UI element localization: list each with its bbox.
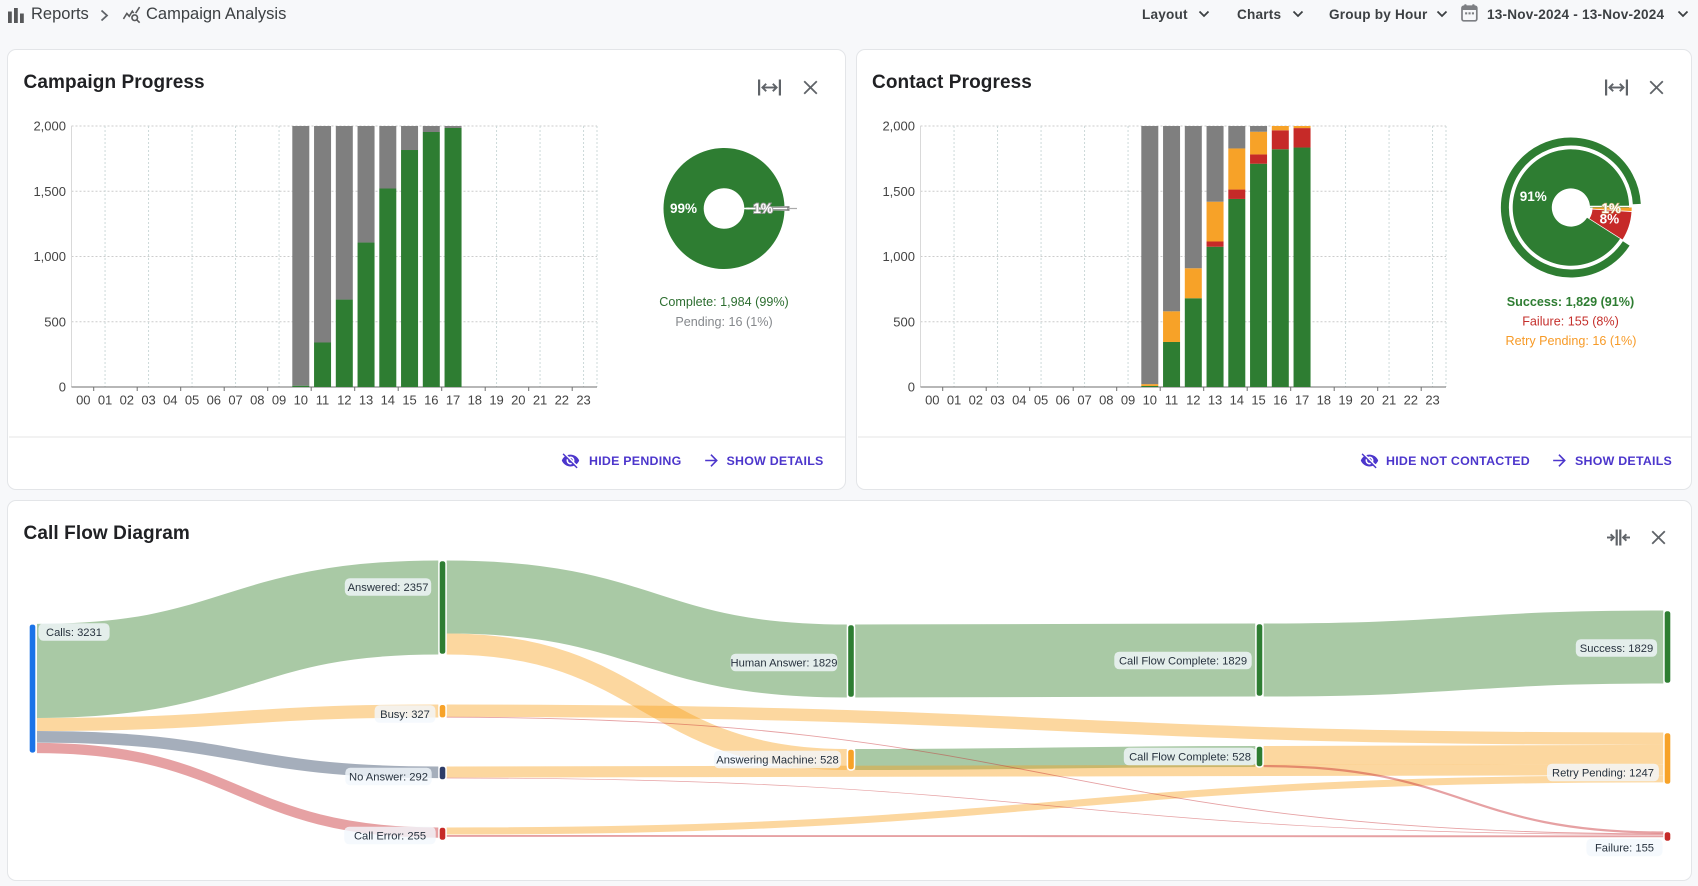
svg-text:08: 08 <box>250 393 264 408</box>
svg-text:20: 20 <box>1360 393 1374 408</box>
svg-text:13: 13 <box>1207 393 1221 408</box>
svg-text:02: 02 <box>968 393 982 408</box>
svg-text:14: 14 <box>381 393 395 408</box>
svg-text:Busy: 327: Busy: 327 <box>380 708 430 720</box>
svg-text:Retry Pending: 16 (1%): Retry Pending: 16 (1%) <box>1505 334 1636 348</box>
svg-text:10: 10 <box>1142 393 1156 408</box>
svg-text:91%: 91% <box>1519 189 1546 204</box>
svg-text:07: 07 <box>228 393 242 408</box>
svg-text:14: 14 <box>1229 393 1243 408</box>
svg-text:01: 01 <box>98 393 112 408</box>
svg-text:21: 21 <box>533 393 547 408</box>
svg-text:Retry Pending: 1247: Retry Pending: 1247 <box>1552 767 1654 779</box>
svg-text:17: 17 <box>446 393 460 408</box>
svg-text:13: 13 <box>359 393 373 408</box>
svg-text:04: 04 <box>163 393 177 408</box>
svg-text:Call Flow Complete: 1829: Call Flow Complete: 1829 <box>1119 655 1247 667</box>
svg-text:00: 00 <box>925 393 939 408</box>
svg-text:16: 16 <box>424 393 438 408</box>
svg-text:500: 500 <box>44 314 66 329</box>
svg-text:21: 21 <box>1381 393 1395 408</box>
svg-text:99%: 99% <box>670 201 697 216</box>
svg-text:11: 11 <box>316 393 330 408</box>
svg-text:Pending: 16 (1%): Pending: 16 (1%) <box>675 315 772 329</box>
svg-text:1%: 1% <box>753 201 773 216</box>
svg-text:09: 09 <box>272 393 286 408</box>
svg-text:2,000: 2,000 <box>33 119 66 134</box>
svg-text:15: 15 <box>1251 393 1265 408</box>
svg-text:23: 23 <box>1425 393 1439 408</box>
svg-text:1,000: 1,000 <box>882 249 915 264</box>
svg-text:02: 02 <box>120 393 134 408</box>
svg-text:8%: 8% <box>1599 211 1619 226</box>
svg-text:05: 05 <box>185 393 199 408</box>
svg-text:1,000: 1,000 <box>33 249 66 264</box>
svg-text:16: 16 <box>1273 393 1287 408</box>
svg-text:08: 08 <box>1099 393 1113 408</box>
svg-text:12: 12 <box>337 393 351 408</box>
svg-text:Complete: 1,984 (99%): Complete: 1,984 (99%) <box>659 295 789 309</box>
svg-text:No Answer: 292: No Answer: 292 <box>349 771 428 783</box>
svg-text:Answered: 2357: Answered: 2357 <box>348 581 429 593</box>
svg-text:Success: 1,829 (91%): Success: 1,829 (91%) <box>1506 295 1633 309</box>
svg-text:04: 04 <box>1012 393 1026 408</box>
svg-text:22: 22 <box>555 393 569 408</box>
svg-text:07: 07 <box>1077 393 1091 408</box>
svg-text:22: 22 <box>1403 393 1417 408</box>
svg-text:06: 06 <box>1055 393 1069 408</box>
svg-text:15: 15 <box>402 393 416 408</box>
svg-text:1,500: 1,500 <box>33 184 66 199</box>
svg-text:18: 18 <box>468 393 482 408</box>
svg-text:Failure: 155 (8%): Failure: 155 (8%) <box>1522 314 1619 328</box>
svg-text:Call Flow Complete: 528: Call Flow Complete: 528 <box>1129 751 1251 763</box>
svg-text:17: 17 <box>1294 393 1308 408</box>
svg-text:19: 19 <box>1338 393 1352 408</box>
svg-text:1,500: 1,500 <box>882 184 915 199</box>
svg-text:18: 18 <box>1316 393 1330 408</box>
svg-text:19: 19 <box>489 393 503 408</box>
svg-text:06: 06 <box>207 393 221 408</box>
svg-text:2,000: 2,000 <box>882 119 915 134</box>
svg-text:05: 05 <box>1033 393 1047 408</box>
svg-text:03: 03 <box>990 393 1004 408</box>
svg-text:20: 20 <box>511 393 525 408</box>
svg-text:11: 11 <box>1164 393 1178 408</box>
svg-text:500: 500 <box>893 314 915 329</box>
svg-text:Success: 1829: Success: 1829 <box>1580 642 1653 654</box>
svg-text:23: 23 <box>576 393 590 408</box>
svg-text:03: 03 <box>141 393 155 408</box>
svg-text:Answering Machine: 528: Answering Machine: 528 <box>716 754 839 766</box>
svg-text:Call Error: 255: Call Error: 255 <box>354 830 426 842</box>
svg-text:Failure: 155: Failure: 155 <box>1595 842 1654 854</box>
svg-text:10: 10 <box>294 393 308 408</box>
svg-text:1%: 1% <box>1601 201 1621 216</box>
svg-text:0: 0 <box>907 380 914 395</box>
svg-text:09: 09 <box>1120 393 1134 408</box>
svg-text:0: 0 <box>59 380 66 395</box>
svg-text:Calls: 3231: Calls: 3231 <box>46 626 102 638</box>
svg-text:00: 00 <box>76 393 90 408</box>
svg-text:01: 01 <box>946 393 960 408</box>
svg-text:Human Answer: 1829: Human Answer: 1829 <box>731 657 838 669</box>
svg-text:12: 12 <box>1186 393 1200 408</box>
